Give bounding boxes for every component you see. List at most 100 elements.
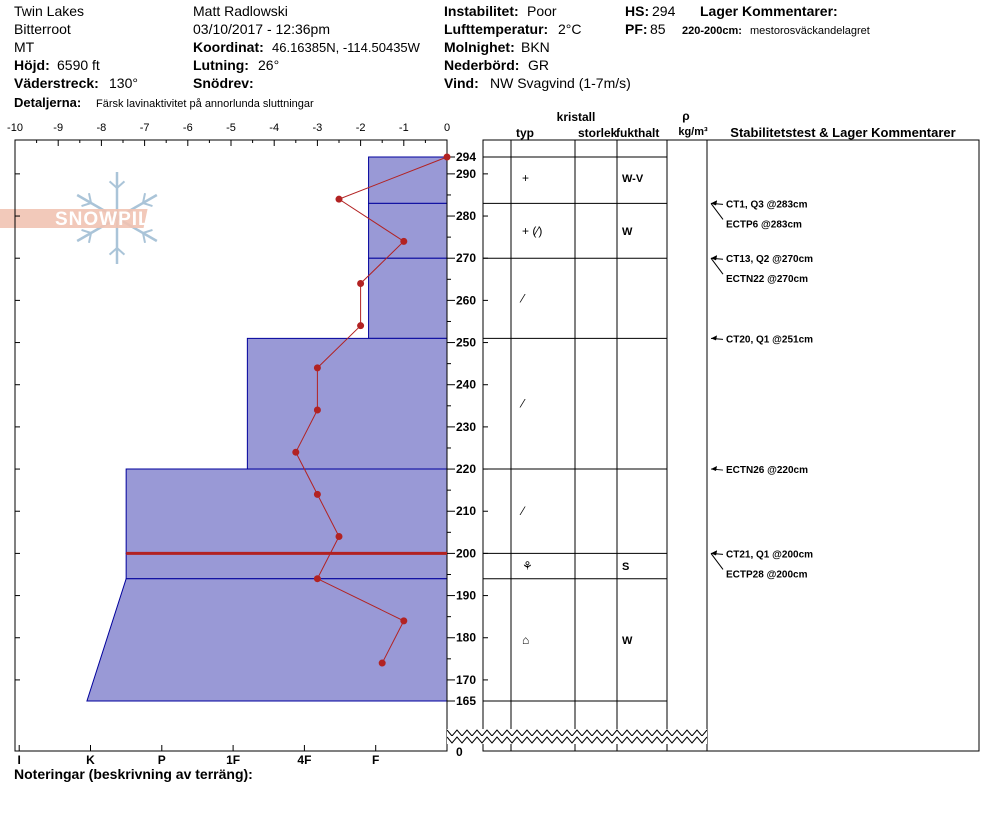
profile-header: Twin Lakes Bitterroot MT Höjd: 6590 ft V… <box>0 0 994 115</box>
hardness-layer <box>246 337 448 470</box>
header-rho: ρ <box>682 109 689 123</box>
temperature-point <box>400 237 408 245</box>
height-tick-label: 220 <box>456 462 476 476</box>
coordinate-label: Koordinat: <box>193 39 264 55</box>
snowflake-branch <box>142 232 147 243</box>
stability-test-label: ECTP28 @200cm <box>726 569 808 580</box>
temperature-point <box>335 195 343 203</box>
moisture-label: W <box>622 226 633 238</box>
height-tick-label: 200 <box>456 546 476 560</box>
layer-comment-range: 220-200cm: <box>682 25 742 37</box>
snowflake-branch <box>142 228 153 234</box>
aspect-label: Väderstreck: <box>14 75 99 91</box>
header-kristall: kristall <box>557 110 596 124</box>
moisture-label: W-V <box>622 173 644 185</box>
details-label: Detaljerna: <box>14 95 82 110</box>
wind-label: Vind: <box>444 75 479 91</box>
temperature-profile <box>292 153 451 667</box>
temperature-tick-label: -7 <box>140 122 150 134</box>
logo-text: SNOWPILOT <box>55 209 179 230</box>
temperature-tick-label: -8 <box>97 122 107 134</box>
hs-value: 294 <box>652 3 676 19</box>
test-pointer-line <box>710 553 724 570</box>
snowflake-branch <box>81 202 92 208</box>
hardness-tick-label: F <box>372 753 379 767</box>
break-mask <box>447 736 707 744</box>
snowflake-branch <box>142 202 153 208</box>
snowflake-branch <box>142 193 147 204</box>
hardness-tick-label: 4F <box>297 753 311 767</box>
hardness-layer <box>86 578 448 702</box>
crystal-type-symbol: ⚘ <box>522 559 533 573</box>
test-pointer-arrowhead <box>711 335 717 341</box>
header-fukthalt: fukthalt <box>616 126 659 140</box>
observer: Matt Radlowski <box>193 3 288 19</box>
stability-test-label: CT21, Q1 @200cm <box>726 549 813 560</box>
temperature-tick-label: -6 <box>183 122 193 134</box>
snowflake-branch <box>108 247 118 256</box>
snowflake-branch <box>81 228 92 234</box>
table-frame <box>482 139 980 752</box>
height-tick-label: 230 <box>456 420 476 434</box>
pf-value: 85 <box>650 21 666 37</box>
slope-label: Lutning: <box>193 57 249 73</box>
height-tick-label: 280 <box>456 209 476 223</box>
notes-label: Noteringar (beskrivning av terräng): <box>14 766 253 782</box>
snowflake-branch <box>116 180 126 189</box>
axis-break-squiggle <box>446 736 708 744</box>
temperature-point <box>313 364 321 372</box>
sky-cover-value: BKN <box>521 39 550 55</box>
elevation-value: 6590 ft <box>57 57 100 73</box>
hardness-tick-label: 1F <box>226 753 240 767</box>
temperature-tick-label: -4 <box>269 122 279 134</box>
slope-value: 26° <box>258 57 280 73</box>
snowflake-branch <box>87 232 92 243</box>
temperature-point <box>292 448 300 456</box>
temperature-point <box>335 533 343 541</box>
test-pointer-arrowhead <box>711 255 717 261</box>
header-stability: Stabilitetstest & Lager Kommentarer <box>730 125 955 140</box>
temperature-tick-label: -3 <box>313 122 323 134</box>
temperature-point <box>357 322 365 330</box>
air-temp-value: 2°C <box>558 21 582 37</box>
hs-label: HS: <box>625 3 650 19</box>
crystal-type-symbol: ⁄ <box>519 291 526 305</box>
aspect-value: 130° <box>109 75 138 91</box>
test-pointer-line <box>710 203 724 220</box>
break-mask <box>447 729 707 737</box>
crystal-type-symbol: + <box>522 171 529 185</box>
temperature-tick-label: -10 <box>7 122 23 134</box>
header-typ: typ <box>516 126 534 140</box>
snowflake-branch <box>87 193 92 204</box>
chart-axes: -10 -9 -8 -7 -6 -5 -4 -3 -2 -1 0I K P 1F 4F F2942902802… <box>7 122 476 767</box>
crystal-type-symbol: + (⁄) <box>522 224 542 238</box>
hardness-layer <box>368 202 448 259</box>
test-pointer-line <box>710 257 724 275</box>
pf-label: PF: <box>625 21 648 37</box>
ground-label: 0 <box>456 745 463 759</box>
hardness-profile <box>86 156 448 702</box>
state: MT <box>14 39 35 55</box>
crystal-type-symbol: ⁄ <box>519 504 526 518</box>
height-tick-label: 210 <box>456 504 476 518</box>
logo-banner <box>0 209 148 228</box>
stability-test-label: CT20, Q1 @251cm <box>726 334 813 345</box>
wind-value: NW Svagvind (1-7m/s) <box>490 75 631 91</box>
moisture-label: S <box>622 561 629 573</box>
temperature-point <box>357 280 365 288</box>
test-pointer-arrowhead <box>711 200 717 206</box>
height-tick-label: 294 <box>456 150 476 164</box>
snowpilot-logo: SNOWPILOT <box>0 172 179 264</box>
snowflake-branch <box>108 180 118 189</box>
hardness-tick-label: K <box>86 753 95 767</box>
temperature-point <box>400 617 408 625</box>
layer-comment-text: mestorosväckandelagret <box>750 25 870 37</box>
height-tick-label: 240 <box>456 378 476 392</box>
axis-break-squiggle <box>446 729 708 737</box>
air-temp-label: Lufttemperatur: <box>444 21 549 37</box>
crystal-type-symbol: ⌂ <box>522 633 529 647</box>
stability-test-label: ECTN22 @270cm <box>726 274 808 285</box>
hardness-layer <box>125 468 448 554</box>
